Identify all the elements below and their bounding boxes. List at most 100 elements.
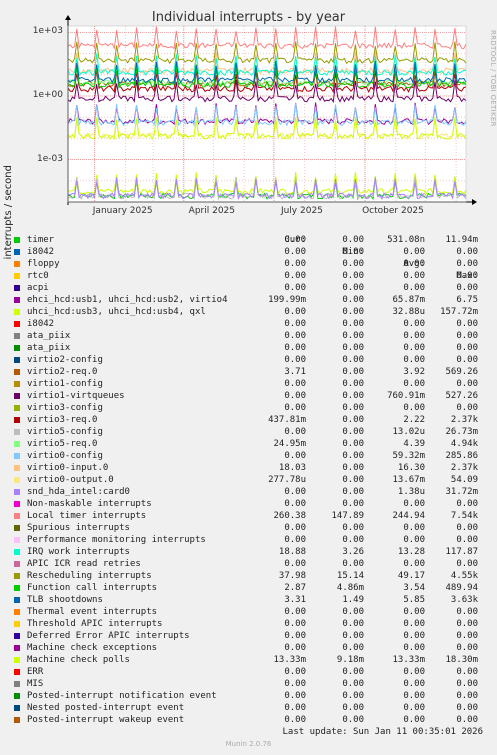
legend-series-name: uhci_hcd:usb3, uhci_hcd:usb4, qxl [27,307,206,317]
legend-series-name: snd_hda_intel:card0 [27,487,130,497]
legend-max-value: 4.55k [450,571,478,581]
legend-avg-value: 0.00 [403,643,425,653]
series-line-26 [67,53,467,77]
legend-swatch [14,333,20,339]
legend-row: rtc0 0.00 0.00 0.00 0.00 [0,270,497,282]
legend-row: Thermal event interrupts 0.00 0.00 0.00 0.00 [0,606,497,618]
legend-swatch [14,693,20,699]
legend-max-value: 0.00 [456,643,478,653]
legend-min-value: 0.00 [342,271,364,281]
legend-avg-value: 1.38u [397,487,425,497]
legend-cur-value: 0.00 [284,403,306,413]
legend-min-value: 0.00 [342,487,364,497]
legend-row: ata_piix 0.00 0.00 0.00 0.00 [0,330,497,342]
legend-min-value: 0.00 [342,379,364,389]
legend-series-name: acpi [27,283,49,293]
x-axis-arrow [472,199,477,205]
legend-series-name: ata_piix [27,343,71,353]
legend-max-value: 26.73m [445,427,478,437]
x-tick-label: April 2025 [188,206,235,216]
legend-max-value: 0.00 [456,271,478,281]
legend-cur-value: 199.99m [268,295,306,305]
legend-min-value: 9.18m [336,655,364,665]
legend-row: snd_hda_intel:card0 0.00 0.00 1.38u 31.72m [0,486,497,498]
legend-row: ehci_hcd:usb1, uhci_hcd:usb2, virtio4 199… [0,294,497,306]
legend-series-name: virtio1-virtqueues [27,391,125,401]
legend-row: i8042 0.00 0.00 0.00 0.00 [0,318,497,330]
legend-row: Threshold APIC interrupts 0.00 0.00 0.00 0.0… [0,618,497,630]
legend-avg-value: 0.00 [403,247,425,257]
legend-avg-value: 0.00 [403,319,425,329]
legend-cur-value: 0.00 [284,691,306,701]
legend-row: Machine check polls 13.33m 9.18m 13.33m 18.3… [0,654,497,666]
legend-min-value: 0.00 [342,403,364,413]
legend-min-value: 0.00 [342,343,364,353]
rrdtool-side-label: RRDTOOL / TOBI OETIKER [489,30,497,127]
legend-max-value: 0.00 [456,379,478,389]
legend-min-value: 0.00 [342,499,364,509]
legend-min-value: 147.89 [331,511,364,521]
legend-row: virtio0-output.0 277.78u 0.00 13.67m 54.09 [0,474,497,486]
x-tick-label: July 2025 [280,206,323,216]
legend-table: Cur: Min: Avg: Max: timer 0.00 0.00 531.08n… [0,222,497,726]
legend-swatch [14,597,20,603]
legend-avg-value: 4.39 [403,439,425,449]
legend-avg-value: 0.00 [403,403,425,413]
series-line-15 [67,70,467,94]
legend-series-name: i8042 [27,247,55,257]
plot-background [68,26,466,202]
legend-max-value: 2.37k [450,415,478,425]
legend-series-name: APIC ICR read retries [27,559,141,569]
legend-avg-value: 0.00 [403,259,425,269]
legend-avg-value: 0.00 [403,691,425,701]
legend-swatch [14,297,20,303]
legend-swatch [14,573,20,579]
series-line-23 [67,26,467,50]
legend-row: Performance monitoring interrupts 0.00 0.0… [0,534,497,546]
legend-swatch [14,441,20,447]
legend-min-value: 3.26 [342,547,364,557]
legend-row: virtio3-config 0.00 0.00 0.00 0.00 [0,402,497,414]
legend-row: Rescheduling interrupts 37.98 15.14 49.17 4.… [0,570,497,582]
legend-avg-value: 0.00 [403,355,425,365]
legend-series-name: Nested posted-interrupt event [27,703,185,713]
y-axis-arrow [65,15,71,20]
legend-row: virtio1-virtqueues 0.00 0.00 760.91m 527.26 [0,390,497,402]
legend-swatch [14,393,20,399]
legend-row: floppy 0.00 0.00 0.00 0.00 [0,258,497,270]
legend-avg-value: 0.00 [403,271,425,281]
legend-max-value: 0.00 [456,319,478,329]
legend-swatch [14,285,20,291]
legend-max-value: 285.86 [445,451,478,461]
legend-cur-value: 0.00 [284,523,306,533]
legend-row: virtio0-input.0 18.03 0.00 16.30 2.37k [0,462,497,474]
legend-min-value: 0.00 [342,715,364,725]
legend-swatch [14,477,20,483]
legend-series-name: ata_piix [27,331,71,341]
legend-avg-value: 5.85 [403,595,425,605]
legend-swatch [14,705,20,711]
legend-header-avg: Avg: [403,259,425,269]
legend-swatch [14,717,20,723]
legend-cur-value: 437.81m [268,415,306,425]
legend-cur-value: 0.00 [284,487,306,497]
legend-max-value: 0.00 [456,631,478,641]
legend-swatch [14,585,20,591]
legend-series-name: IRQ work interrupts [27,547,130,557]
legend-avg-value: 13.02u [392,427,425,437]
y-tick-label: 1e+00 [32,89,63,100]
legend-swatch [14,489,20,495]
legend-min-value: 0.00 [342,691,364,701]
legend-min-value: 0.00 [342,643,364,653]
legend-rows: timer 0.00 0.00 531.08n 11.94m i8042 0.00 0.00 0… [0,234,497,726]
legend-max-value: 2.37k [450,463,478,473]
legend-cur-value: 0.00 [284,607,306,617]
legend-min-value: 0.00 [342,295,364,305]
legend-cur-value: 260.38 [273,511,306,521]
legend-min-value: 0.00 [342,535,364,545]
legend-cur-value: 0.00 [284,259,306,269]
legend-avg-value: 244.94 [392,511,425,521]
legend-series-name: MIS [27,679,44,689]
legend-cur-value: 0.00 [284,715,306,725]
legend-avg-value: 3.54 [403,583,425,593]
